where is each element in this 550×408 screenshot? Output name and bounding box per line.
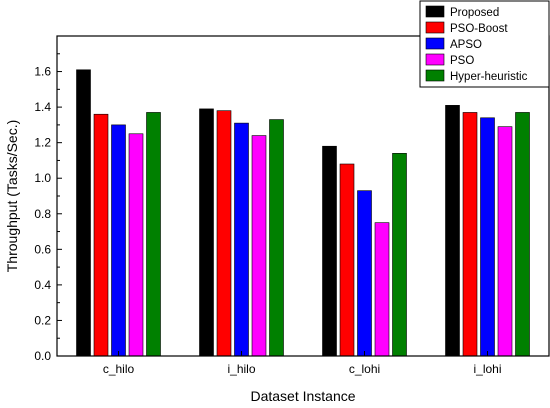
legend-swatch-hyper-heuristic <box>425 69 445 82</box>
bar-proposed-i-lohi <box>445 105 460 357</box>
y-tick-label: 0.4 <box>34 278 51 292</box>
y-tick-label: 0.6 <box>34 242 51 256</box>
bar-pso-boost-i-lohi <box>462 112 478 357</box>
y-tick-label: 1.4 <box>34 100 51 114</box>
y-tick-label: 0.2 <box>34 313 51 327</box>
legend-swatch-apso <box>425 37 445 50</box>
bar-hyper-heuristic-c-lohi <box>392 153 407 357</box>
x-axis-label: Dataset Instance <box>250 388 355 404</box>
legend-swatch-pso-boost <box>425 21 445 34</box>
bar-hyper-heuristic-i-hilo <box>269 119 284 357</box>
legend-label-pso-boost: PSO-Boost <box>450 23 508 35</box>
y-tick-label: 1.0 <box>34 171 51 185</box>
bar-pso-c-lohi <box>374 222 390 357</box>
bar-apso-i-hilo <box>234 122 249 357</box>
y-tick-label: 1.6 <box>34 65 51 79</box>
bar-pso-i-lohi <box>497 126 513 357</box>
y-tick-label: 1.2 <box>34 136 51 150</box>
bar-pso-boost-i-hilo <box>216 110 232 357</box>
y-tick-label: 0.8 <box>34 207 51 221</box>
bar-pso-boost-c-lohi <box>339 163 355 357</box>
y-axis-label: Throughput (Tasks/Sec.) <box>4 120 20 273</box>
legend: Proposed PSO-Boost APSO PSO Hyper-heuristic <box>419 0 550 88</box>
bar-proposed-c-lohi <box>322 145 337 357</box>
y-axis: 0.0 0.2 0.4 0.6 0.8 1.0 1.2 1.4 1.6 <box>34 53 62 363</box>
legend-label-proposed: Proposed <box>450 7 499 19</box>
legend-label-pso: PSO <box>450 55 474 67</box>
legend-swatch-proposed <box>425 5 445 18</box>
bar-apso-i-lohi <box>480 117 495 357</box>
bar-proposed-i-hilo <box>199 108 214 357</box>
bar-pso-boost-c-hilo <box>93 113 109 357</box>
y-tick-label: 0.0 <box>34 349 51 363</box>
x-tick-label-i-hilo: i_hilo <box>227 362 255 376</box>
bar-pso-i-hilo <box>251 135 267 357</box>
bar-pso-c-hilo <box>128 133 144 357</box>
bar-apso-c-hilo <box>111 124 126 357</box>
bars-layer <box>76 69 530 357</box>
x-tick-label-c-lohi: c_lohi <box>349 362 380 376</box>
bar-hyper-heuristic-i-lohi <box>515 112 530 357</box>
x-tick-label-c-hilo: c_hilo <box>103 362 135 376</box>
legend-swatch-pso <box>425 53 445 66</box>
bar-apso-c-lohi <box>357 190 372 357</box>
bar-hyper-heuristic-c-hilo <box>146 112 161 357</box>
legend-label-hyper-heuristic: Hyper-heuristic <box>450 71 528 83</box>
x-axis: c_hilo i_hilo c_lohi i_lohi <box>103 351 502 376</box>
x-tick-label-i-lohi: i_lohi <box>473 362 501 376</box>
legend-label-apso: APSO <box>450 39 482 51</box>
bar-proposed-c-hilo <box>76 69 91 357</box>
